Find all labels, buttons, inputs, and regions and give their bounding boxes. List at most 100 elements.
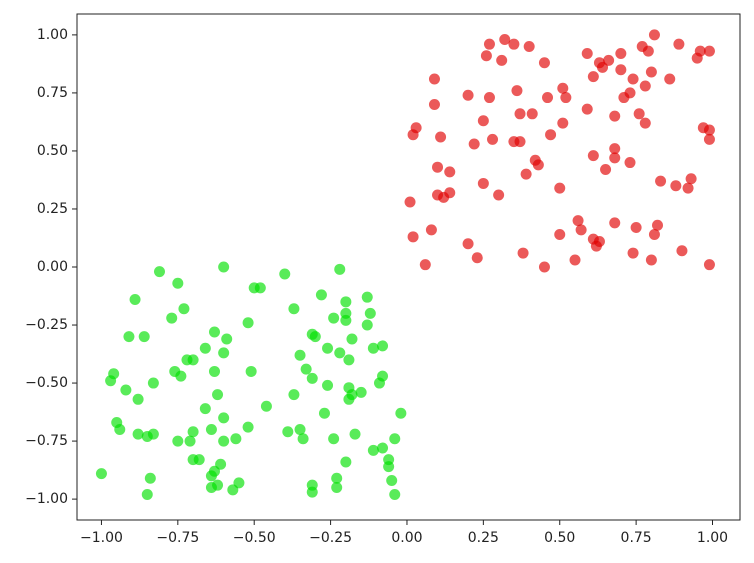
scatter-point — [538, 57, 550, 69]
scatter-point — [624, 157, 636, 169]
scatter-point — [147, 377, 159, 389]
scatter-point — [633, 108, 645, 120]
scatter-point — [581, 103, 593, 115]
scatter-point — [199, 342, 211, 354]
scatter-point — [187, 426, 199, 438]
scatter-point — [703, 133, 715, 145]
scatter-point — [205, 482, 217, 494]
scatter-point — [435, 131, 447, 143]
scatter-point — [627, 247, 639, 259]
scatter-point — [123, 331, 135, 343]
scatter-point — [212, 389, 224, 401]
scatter-point — [340, 456, 352, 468]
scatter-point — [95, 468, 107, 480]
y-tick-label: −0.75 — [25, 433, 68, 449]
scatter-point — [389, 433, 401, 445]
scatter-point — [642, 45, 654, 57]
scatter-point — [557, 82, 569, 94]
scatter-point — [322, 342, 334, 354]
scatter-point — [361, 319, 373, 331]
scatter-point — [181, 354, 193, 366]
scatter-point — [428, 73, 440, 85]
scatter-point — [147, 428, 159, 440]
scatter-point — [639, 80, 651, 92]
scatter-point — [499, 34, 511, 46]
scatter-point — [328, 312, 340, 324]
scatter-point — [355, 386, 367, 398]
scatter-point — [624, 87, 636, 99]
scatter-point — [377, 442, 389, 454]
y-tick-label: 0.00 — [37, 259, 68, 275]
scatter-point — [377, 370, 389, 382]
scatter-point — [682, 182, 694, 194]
scatter-point — [288, 303, 300, 315]
scatter-point — [554, 182, 566, 194]
y-tick-label: 1.00 — [37, 27, 68, 43]
scatter-point — [703, 124, 715, 136]
scatter-point — [673, 38, 685, 50]
scatter-point — [655, 175, 667, 187]
x-tick-label: −0.50 — [233, 530, 276, 546]
scatter-point — [410, 122, 422, 134]
scatter-point — [407, 231, 419, 243]
scatter-point — [648, 29, 660, 41]
scatter-point — [615, 64, 627, 76]
scatter-point — [340, 314, 352, 326]
scatter-point — [205, 470, 217, 482]
scatter-point — [343, 354, 355, 366]
scatter-point — [645, 66, 657, 78]
scatter-point — [664, 73, 676, 85]
scatter-point — [318, 407, 330, 419]
scatter-point — [587, 71, 599, 83]
x-tick-label: 0.75 — [621, 530, 652, 546]
scatter-point — [288, 389, 300, 401]
scatter-point — [114, 423, 126, 435]
scatter-point — [480, 50, 492, 62]
scatter-point — [389, 488, 401, 500]
scatter-point — [609, 110, 621, 122]
scatter-point — [233, 477, 245, 489]
scatter-point — [218, 435, 230, 447]
scatter-point — [545, 129, 557, 141]
scatter-point — [282, 426, 294, 438]
scatter-point — [477, 115, 489, 127]
scatter-point — [306, 372, 318, 384]
scatter-point — [340, 296, 352, 308]
scatter-point — [294, 423, 306, 435]
scatter-point — [383, 461, 395, 473]
scatter-point — [129, 293, 141, 305]
scatter-point — [615, 47, 627, 59]
scatter-point — [218, 261, 230, 273]
scatter-point — [386, 475, 398, 487]
scatter-point — [639, 117, 651, 129]
scatter-point — [395, 407, 407, 419]
scatter-point — [670, 180, 682, 192]
scatter-point — [279, 268, 291, 280]
scatter-point — [554, 229, 566, 241]
scatter-point — [520, 168, 532, 180]
scatter-point — [609, 217, 621, 229]
scatter-point — [300, 363, 312, 375]
scatter-point — [425, 224, 437, 236]
scatter-point — [242, 317, 254, 329]
scatter-point — [691, 52, 703, 64]
scatter-point — [328, 433, 340, 445]
scatter-point — [487, 133, 499, 145]
scatter-point — [208, 326, 220, 338]
scatter-point — [306, 486, 318, 498]
x-tick-label: 1.00 — [697, 530, 728, 546]
scatter-point — [245, 365, 257, 377]
scatter-point — [218, 347, 230, 359]
scatter-point — [331, 472, 343, 484]
scatter-point — [508, 38, 520, 50]
scatter-point — [187, 454, 199, 466]
scatter-point — [346, 333, 358, 345]
scatter-point — [364, 307, 376, 319]
scatter-point — [230, 433, 242, 445]
scatter-point — [471, 252, 483, 264]
scatter-point — [575, 224, 587, 236]
scatter-point — [184, 435, 196, 447]
scatter-point — [557, 117, 569, 129]
